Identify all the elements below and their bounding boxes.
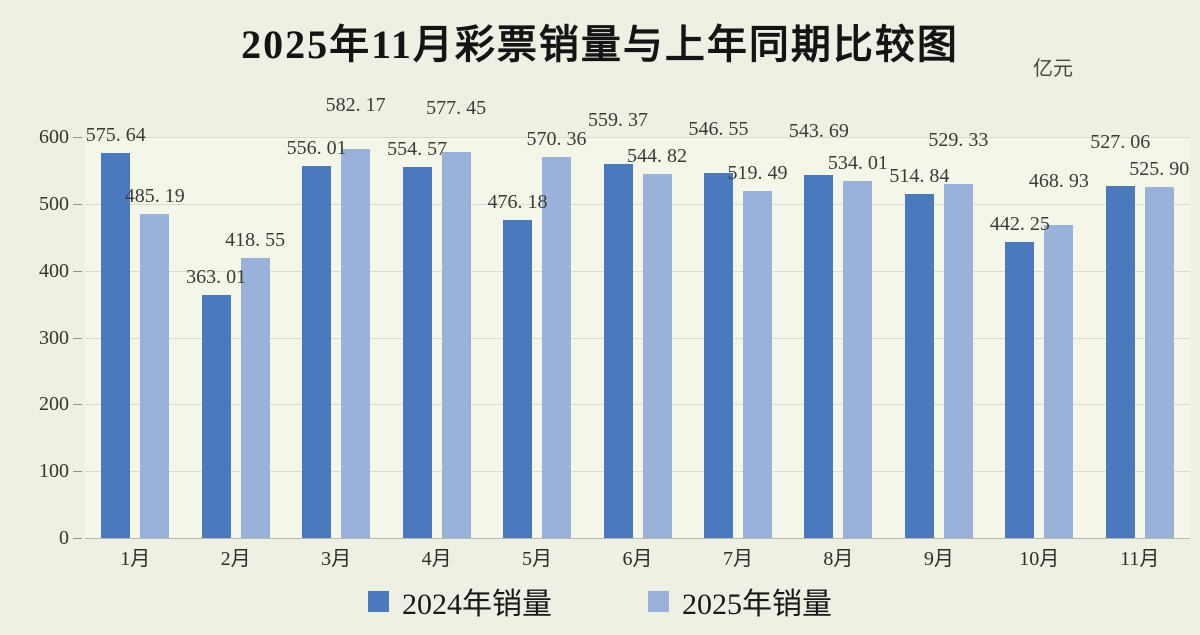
- bar-2025-m10: [1044, 224, 1074, 538]
- legend-swatch-2024: [368, 590, 389, 612]
- bar-2024-m3: [302, 166, 332, 538]
- data-label-2024-m2: 363. 01: [186, 266, 247, 289]
- bar-2025-m9: [943, 184, 973, 538]
- legend-label-2025: 2025年销量: [682, 588, 832, 621]
- data-label-2024-m10: 442. 25: [989, 213, 1050, 236]
- legend-item-2024: 2024年销量: [368, 579, 552, 623]
- legend: 2024年销量 2025年销量: [0, 579, 1200, 623]
- y-tick-label-500: 500: [39, 192, 69, 215]
- bar-2025-m5: [542, 156, 572, 538]
- bar-2025-m7: [742, 190, 772, 538]
- data-label-2025-m2: 418. 55: [225, 229, 286, 252]
- data-label-2025-m6: 544. 82: [627, 144, 687, 167]
- y-tick-500: [73, 203, 82, 205]
- gridline-600: [85, 137, 1190, 138]
- bar-2024-m6: [603, 164, 633, 538]
- bar-2025-m2: [240, 258, 270, 538]
- data-label-2024-m11: 527. 06: [1090, 130, 1151, 153]
- plot-area: 0 100 200 300 400 500 600 575. 64 485. 19 1月 363. …: [39, 94, 1190, 570]
- y-tick-label-100: 100: [39, 460, 69, 483]
- data-label-2024-m8: 543. 69: [788, 119, 849, 142]
- data-label-2024-m5: 476. 18: [487, 190, 548, 213]
- data-label-2025-m8: 534. 01: [827, 152, 888, 175]
- bar-2024-m7: [703, 172, 733, 538]
- y-tick-0: [73, 538, 82, 539]
- data-label-2024-m7: 546. 55: [688, 117, 749, 140]
- bar-2024-m11: [1105, 185, 1135, 538]
- y-tick-300: [73, 337, 82, 339]
- data-label-2025-m3: 582. 17: [325, 93, 386, 116]
- bar-2024-m8: [804, 174, 834, 538]
- data-label-2024-m1: 575. 64: [85, 124, 146, 147]
- x-tick-label-m7: 7月: [722, 548, 753, 570]
- legend-label-2024: 2024年销量: [402, 588, 552, 621]
- data-label-2024-m4: 554. 57: [387, 138, 448, 161]
- y-tick-label-200: 200: [39, 393, 69, 416]
- bar-2024-m4: [402, 167, 432, 538]
- x-tick-label-m6: 6月: [622, 548, 653, 570]
- legend-swatch-2025: [648, 590, 669, 612]
- gridline-100: [85, 471, 1190, 473]
- data-label-2025-m5: 570. 36: [526, 127, 587, 150]
- data-label-2025-m4: 577. 45: [426, 97, 487, 120]
- gridline-200: [85, 404, 1190, 406]
- bar-2024-m10: [1005, 242, 1035, 538]
- x-tick-label-m5: 5月: [522, 548, 553, 570]
- chart-title: 2025年11月彩票销量与上年同期比较图: [241, 22, 959, 67]
- data-label-2025-m10: 468. 93: [1028, 169, 1089, 192]
- data-label-2024-m9: 514. 84: [889, 164, 950, 187]
- gridline-400: [85, 270, 1190, 272]
- bar-2024-m1: [101, 153, 131, 538]
- bar-2025-m3: [341, 148, 371, 538]
- data-label-2024-m6: 559. 37: [588, 109, 648, 132]
- data-label-2025-m9: 529. 33: [928, 129, 989, 152]
- y-tick-label-400: 400: [39, 259, 69, 282]
- legend-item-2025: 2025年销量: [648, 579, 832, 623]
- x-tick-label-m3: 3月: [321, 548, 352, 570]
- x-tick-label-m1: 1月: [120, 548, 151, 570]
- x-tick-label-m9: 9月: [923, 548, 954, 570]
- x-tick-label-m4: 4月: [421, 548, 452, 570]
- bar-2025-m4: [441, 152, 471, 538]
- data-label-2025-m11: 525. 90: [1129, 157, 1190, 180]
- y-tick-100: [73, 471, 82, 473]
- x-tick-label-m2: 2月: [220, 548, 251, 570]
- bar-2025-m11: [1144, 186, 1174, 538]
- y-tick-label-300: 300: [39, 326, 69, 349]
- data-label-2024-m3: 556. 01: [286, 137, 347, 160]
- gridline-300: [85, 337, 1190, 339]
- y-tick-200: [73, 404, 82, 406]
- x-tick-label-m8: 8月: [823, 548, 854, 570]
- gridline-500: [85, 203, 1190, 205]
- x-tick-label-m10: 10月: [1019, 548, 1060, 570]
- bar-2025-m8: [843, 181, 873, 538]
- bar-2024-m5: [503, 219, 533, 538]
- bar-2024-m9: [904, 193, 934, 538]
- y-tick-label-0: 0: [59, 527, 69, 549]
- y-tick-400: [73, 270, 82, 272]
- axis-unit-label: 亿元: [1033, 58, 1073, 80]
- data-label-2025-m1: 485. 19: [124, 184, 185, 207]
- y-tick-label-600: 600: [39, 126, 69, 148]
- y-tick-600: [73, 137, 82, 138]
- data-label-2025-m7: 519. 49: [727, 161, 788, 184]
- x-tick-label-m11: 11月: [1120, 548, 1160, 570]
- bar-2025-m1: [140, 213, 170, 538]
- bar-2024-m2: [201, 295, 231, 538]
- bar-2025-m6: [642, 173, 672, 538]
